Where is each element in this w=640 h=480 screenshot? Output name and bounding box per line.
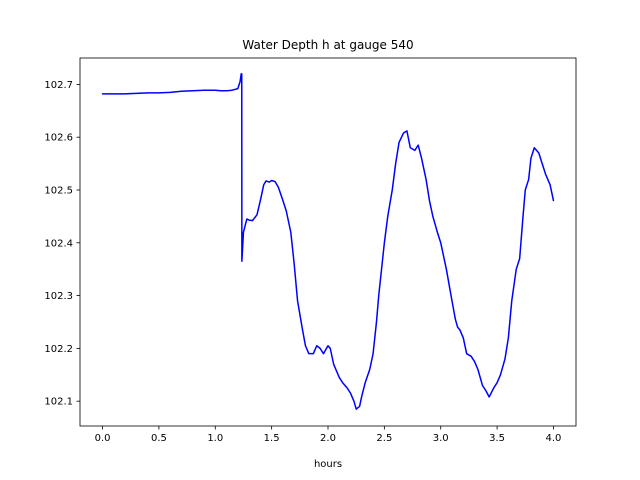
x-axis: 0.0 0.5 1.0 1.5 2.0 2.5 3.0 3.5 4.0 — [95, 426, 562, 444]
x-tick-label: 4.0 — [546, 433, 562, 444]
y-axis: 102.1 102.2 102.3 102.4 102.5 102.6 102.7 — [44, 80, 80, 408]
series-line — [101, 73, 555, 410]
chart-title: Water Depth h at gauge 540 — [242, 38, 413, 52]
y-tick-label: 102.1 — [44, 397, 73, 408]
x-tick-label: 0.5 — [151, 433, 167, 444]
x-tick-label: 2.0 — [320, 433, 336, 444]
y-tick-label: 102.7 — [44, 80, 73, 91]
x-tick-label: 1.0 — [207, 433, 223, 444]
x-axis-label: hours — [314, 459, 342, 470]
x-tick-label: 0.0 — [95, 433, 111, 444]
x-tick-label: 3.0 — [433, 433, 449, 444]
x-tick-label: 3.5 — [489, 433, 505, 444]
x-tick-label: 2.5 — [376, 433, 392, 444]
y-tick-label: 102.6 — [44, 133, 73, 144]
y-tick-label: 102.2 — [44, 344, 73, 355]
y-tick-label: 102.4 — [44, 238, 73, 249]
y-tick-label: 102.3 — [44, 291, 73, 302]
y-tick-label: 102.5 — [44, 185, 73, 196]
x-tick-label: 1.5 — [264, 433, 280, 444]
